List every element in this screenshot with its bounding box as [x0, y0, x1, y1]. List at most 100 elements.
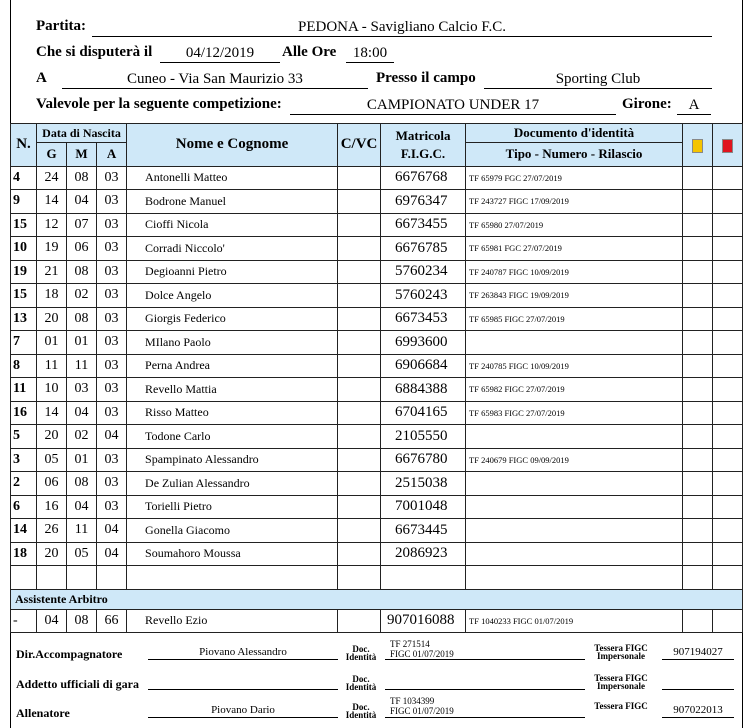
assistant-g: 04 [36, 608, 67, 633]
birth-month: 02 [66, 424, 97, 449]
player-yellow-card [682, 306, 714, 331]
player-number: 15 [10, 212, 37, 237]
dir-doc-label: Doc. Identità [345, 644, 377, 662]
birth-month: 01 [66, 447, 97, 472]
player-number: 19 [10, 259, 37, 284]
dir-tessera-label: Tessera FIGC Impersonale [594, 643, 648, 661]
allenatore-tessera-label: Tessera FIGC [594, 701, 648, 711]
player-yellow-card [682, 283, 714, 308]
player-name: Dolce Angelo [126, 283, 339, 308]
player-row: 2 06 08 03 De Zulian Alessandro 2515038 [10, 471, 744, 496]
birth-month: 11 [66, 353, 97, 378]
time-label: Alle Ore [282, 44, 337, 60]
player-matricola: 6976347 [380, 189, 467, 214]
player-number [10, 565, 37, 590]
player-name: Revello Mattia [126, 377, 339, 402]
birth-month: 02 [66, 283, 97, 308]
player-row: 18 20 05 04 Soumahoro Moussa 2086923 [10, 541, 744, 566]
date-label: Che si disputerà il [36, 44, 153, 60]
player-red-card [712, 471, 744, 496]
player-cvc [337, 189, 382, 214]
player-red-card [712, 189, 744, 214]
player-red-card [712, 353, 744, 378]
player-row: 15 12 07 03 Cioffi Nicola 6673455 TF 65980 27/… [10, 212, 744, 237]
player-document: TF 240679 FIGC 09/09/2019 [465, 447, 684, 472]
girone-label: Girone: [622, 96, 672, 112]
player-red-card [712, 494, 744, 519]
birth-year: 03 [95, 494, 128, 519]
player-number: 9 [10, 189, 37, 214]
player-document [465, 565, 684, 590]
player-row: 10 19 06 03 Corradi Niccolo' 6676785 TF 65981 … [10, 236, 744, 261]
col-m: M [66, 142, 97, 167]
player-name: Giorgis Federico [126, 306, 339, 331]
player-cvc [337, 212, 382, 237]
player-number: 18 [10, 541, 37, 566]
player-name: Degioanni Pietro [126, 259, 339, 284]
player-red-card [712, 236, 744, 261]
yellow-card-icon [692, 138, 704, 153]
red-card-icon [722, 138, 734, 153]
location-label: A [36, 70, 47, 86]
assistant-a: 66 [95, 608, 128, 633]
birth-month: 05 [66, 541, 97, 566]
dir-doc2: FIGC 01/07/2019 [390, 649, 454, 659]
player-yellow-card [682, 447, 714, 472]
player-red-card [712, 330, 744, 355]
player-document: TF 65981 FGC 27/07/2019 [465, 236, 684, 261]
birth-month: 01 [66, 330, 97, 355]
player-number: 6 [10, 494, 37, 519]
player-yellow-card [682, 330, 714, 355]
birth-year [95, 565, 128, 590]
birth-month [66, 565, 97, 590]
player-yellow-card [682, 494, 714, 519]
player-matricola: 6704165 [380, 400, 467, 425]
competition-field: CAMPIONATO UNDER 17 [290, 96, 616, 115]
birth-day: 26 [36, 518, 67, 543]
col-doc-detail: Tipo - Numero - Rilascio [465, 142, 684, 167]
player-matricola: 6673455 [380, 212, 467, 237]
allenatore-doc-line [385, 703, 585, 718]
birth-year: 03 [95, 377, 128, 402]
campo-label: Presso il campo [376, 70, 476, 86]
player-document: TF 65982 FIGC 27/07/2019 [465, 377, 684, 402]
player-matricola: 6676768 [380, 165, 467, 190]
player-number: 8 [10, 353, 37, 378]
player-row: 13 20 08 03 Giorgis Federico 6673453 TF 65985 … [10, 306, 744, 331]
player-matricola: 5760234 [380, 259, 467, 284]
player-cvc [337, 306, 382, 331]
player-document: TF 65985 FIGC 27/07/2019 [465, 306, 684, 331]
addetto-label: Addetto ufficiali di gara [16, 677, 139, 691]
player-yellow-card [682, 259, 714, 284]
player-number: 7 [10, 330, 37, 355]
player-row: 9 14 04 03 Bodrone Manuel 6976347 TF 243727 FI… [10, 189, 744, 214]
player-name: Todone Carlo [126, 424, 339, 449]
birth-day: 10 [36, 377, 67, 402]
birth-day: 20 [36, 541, 67, 566]
birth-month: 04 [66, 189, 97, 214]
player-cvc [337, 353, 382, 378]
player-matricola: 6676785 [380, 236, 467, 261]
allenatore-name: Piovano Dario [148, 703, 338, 718]
birth-day: 14 [36, 189, 67, 214]
dir-name: Piovano Alessandro [148, 645, 338, 660]
col-g: G [36, 142, 67, 167]
birth-month: 11 [66, 518, 97, 543]
birth-month: 08 [66, 471, 97, 496]
player-cvc [337, 541, 382, 566]
allenatore-tessera: 907022013 [662, 703, 734, 718]
col-birthdate: Data di Nascita [35, 123, 128, 143]
player-name: Bodrone Manuel [126, 189, 339, 214]
player-document [465, 330, 684, 355]
birth-day: 16 [36, 494, 67, 519]
player-number: 11 [10, 377, 37, 402]
player-yellow-card [682, 424, 714, 449]
birth-month: 08 [66, 165, 97, 190]
dir-label: Dir.Accompagnatore [16, 647, 123, 661]
player-yellow-card [682, 377, 714, 402]
player-cvc [337, 330, 382, 355]
player-name [126, 565, 339, 590]
matricola-line2: F.I.G.C. [400, 145, 446, 161]
col-red-card [712, 123, 744, 167]
player-cvc [337, 494, 382, 519]
